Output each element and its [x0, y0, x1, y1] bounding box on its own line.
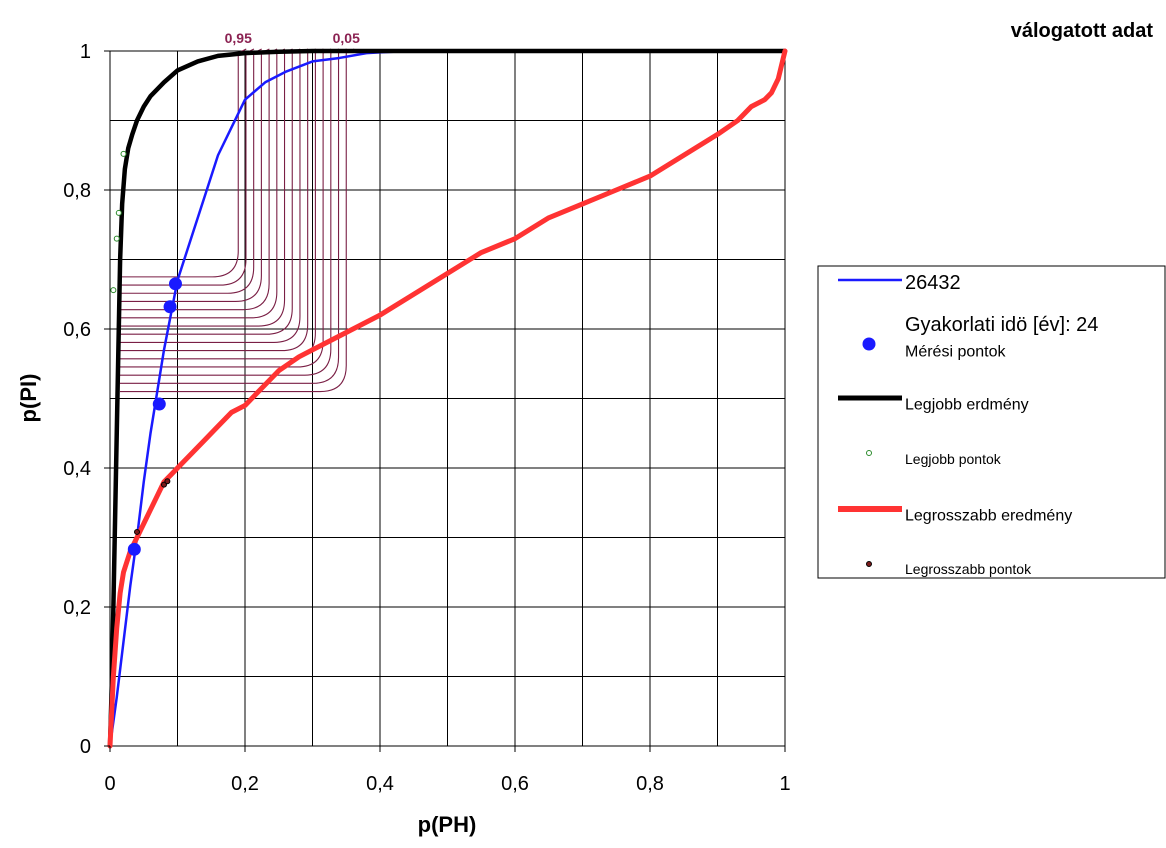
data-point — [164, 478, 171, 485]
legend: 26432 Gyakorlati idö [év]: 24 Mérési ponto… — [817, 265, 1166, 579]
data-point — [115, 209, 122, 216]
legend-symbol — [866, 561, 872, 567]
contour-line — [120, 48, 293, 327]
y-tick-label: 1 — [80, 41, 91, 63]
contour-line — [120, 48, 309, 343]
x-tick-label: 0,8 — [636, 773, 664, 795]
legend-box — [817, 265, 1166, 579]
x-axis-title: p(PH) — [418, 812, 477, 837]
legend-label: 26432 — [905, 272, 961, 294]
y-tick-labels: 0 0,2 0,4 0,6 0,8 1 — [63, 41, 110, 758]
series-group — [107, 48, 788, 749]
contour-line — [120, 48, 262, 294]
contour-line — [120, 48, 347, 384]
contour-label-095: 0,95 — [225, 30, 252, 46]
legend-label: Legrosszabb eredmény — [905, 508, 1072, 525]
series-line — [107, 48, 788, 749]
x-tick-labels: 0 0,2 0,4 0,6 0,8 1 — [104, 746, 791, 795]
contour-line — [120, 48, 332, 368]
y-tick-label: 0 — [80, 736, 91, 758]
data-point — [110, 287, 117, 294]
contour-line — [120, 48, 278, 311]
legend-label: Mérési pontok — [905, 344, 1006, 361]
data-point — [163, 300, 177, 314]
contour-line — [120, 48, 301, 335]
data-point — [168, 277, 182, 291]
data-point — [152, 397, 166, 411]
data-point — [134, 528, 140, 535]
chart-title: válogatott adat — [1011, 20, 1154, 42]
data-point — [120, 150, 127, 157]
y-tick-label: 0,4 — [63, 458, 91, 480]
contour-line — [120, 48, 255, 286]
data-point — [161, 481, 167, 488]
legend-symbol — [866, 450, 872, 456]
contour-label-005: 0,05 — [333, 30, 360, 46]
contour-line — [120, 48, 270, 302]
x-tick-label: 0,6 — [501, 773, 529, 795]
data-point — [113, 235, 120, 242]
probability-contours — [120, 48, 355, 393]
contour-line — [120, 48, 286, 319]
series-line — [107, 48, 788, 749]
x-tick-label: 0,4 — [366, 773, 394, 795]
data-point — [127, 542, 141, 556]
y-tick-label: 0,6 — [63, 319, 91, 341]
legend-label: Legjobb erdmény — [905, 397, 1029, 414]
legend-label: Legrosszabb pontok — [905, 561, 1032, 577]
legend-label: Gyakorlati idö [év]: 24 — [905, 314, 1098, 336]
contour-line — [120, 48, 247, 278]
contour-line — [120, 48, 355, 393]
x-tick-label: 0 — [104, 773, 115, 795]
grid — [110, 51, 785, 746]
x-tick-label: 0,2 — [231, 773, 259, 795]
legend-symbol — [862, 337, 876, 351]
y-tick-label: 0,8 — [63, 180, 91, 202]
contour-line — [120, 48, 340, 376]
x-tick-label: 1 — [779, 773, 790, 795]
y-axis-title: p(PI) — [16, 374, 41, 423]
legend-label: Legjobb pontok — [905, 451, 1002, 467]
contour-line — [120, 48, 316, 352]
y-tick-label: 0,2 — [63, 597, 91, 619]
